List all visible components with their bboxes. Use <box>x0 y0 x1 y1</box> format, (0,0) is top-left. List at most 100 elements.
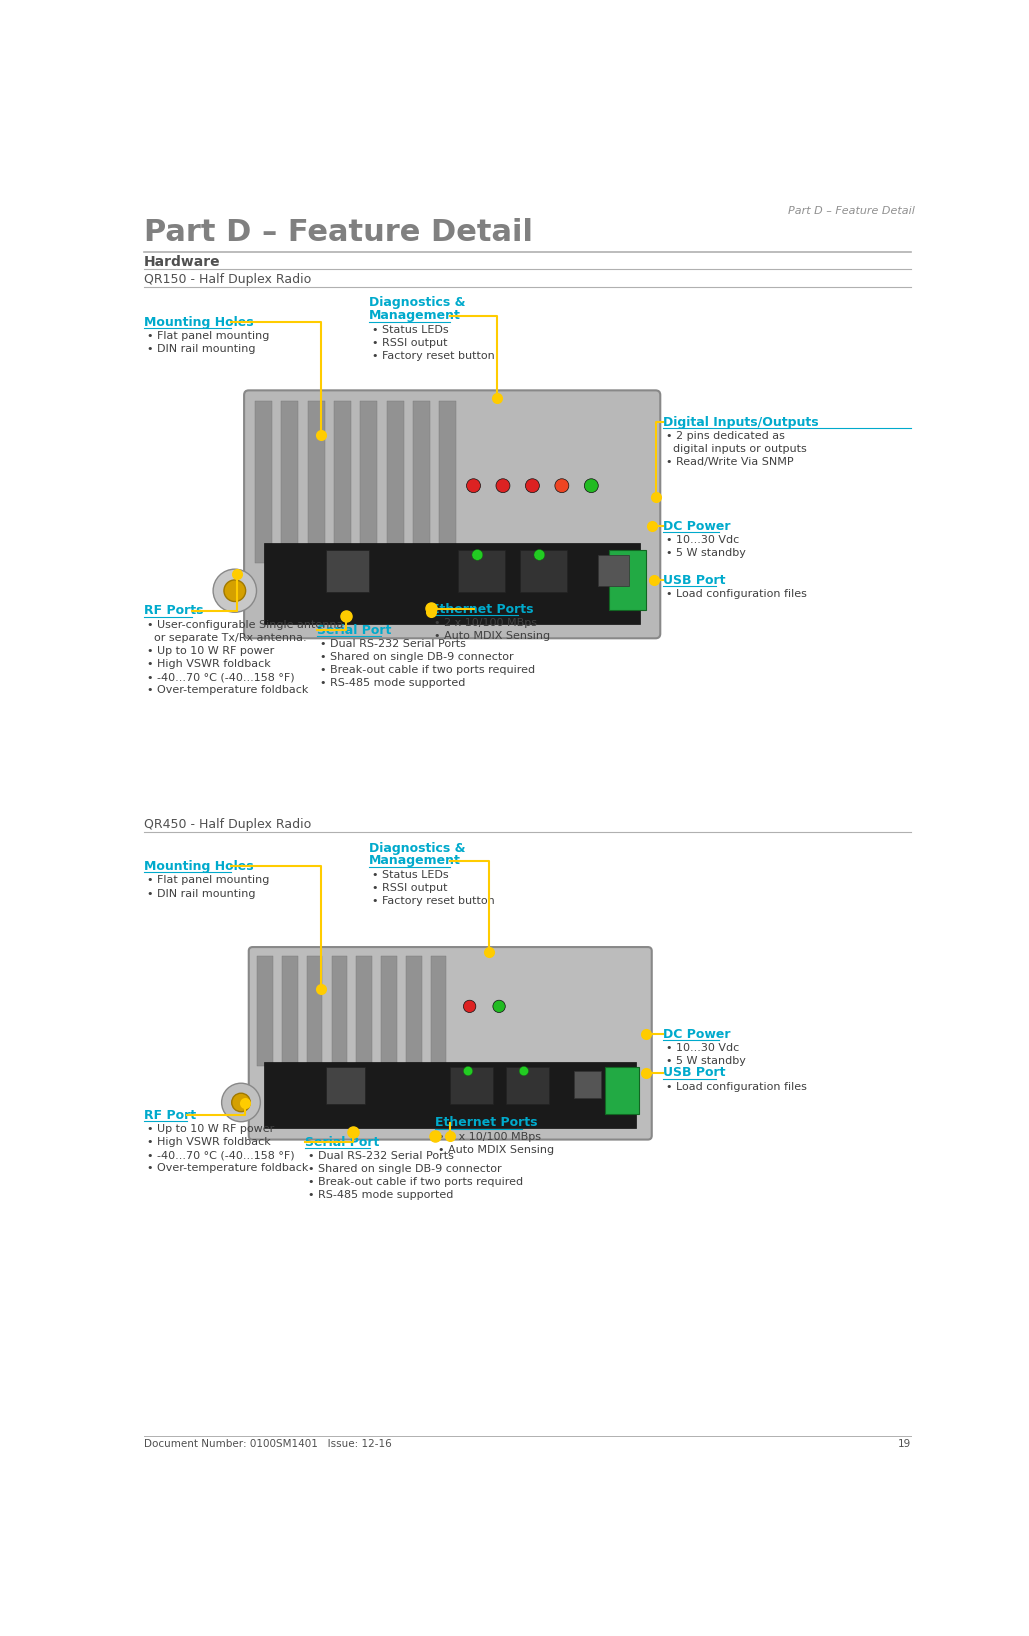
Text: • Status LEDs: • Status LEDs <box>371 326 449 335</box>
Text: Management: Management <box>368 854 461 867</box>
Text: Serial Port: Serial Port <box>317 623 391 636</box>
Circle shape <box>520 1067 529 1075</box>
Text: Management: Management <box>368 309 461 322</box>
Text: Hardware: Hardware <box>144 255 221 268</box>
Text: • 2 x 10/100 MBps: • 2 x 10/100 MBps <box>434 618 537 628</box>
Bar <box>605 1067 639 1114</box>
Text: • -40...70 °C (-40...158 °F): • -40...70 °C (-40...158 °F) <box>147 672 295 682</box>
Circle shape <box>534 550 544 560</box>
Text: • DIN rail mounting: • DIN rail mounting <box>147 888 256 898</box>
Text: • Factory reset button: • Factory reset button <box>371 352 495 362</box>
Text: • High VSWR foldback: • High VSWR foldback <box>147 1137 271 1147</box>
Circle shape <box>221 1083 260 1122</box>
Text: • 2 x 10/100 MBps: • 2 x 10/100 MBps <box>438 1132 541 1142</box>
Text: • Break-out cable if two ports required: • Break-out cable if two ports required <box>309 1178 524 1188</box>
Text: • 5 W standby: • 5 W standby <box>667 1057 746 1067</box>
Text: • -40...70 °C (-40...158 °F): • -40...70 °C (-40...158 °F) <box>147 1150 295 1160</box>
Bar <box>255 401 272 563</box>
Text: Serial Port: Serial Port <box>306 1135 380 1148</box>
Bar <box>458 550 504 592</box>
Text: • Up to 10 W RF power: • Up to 10 W RF power <box>147 646 275 656</box>
Text: Diagnostics &: Diagnostics & <box>368 841 465 854</box>
Text: • Status LEDs: • Status LEDs <box>371 870 449 880</box>
Text: • Up to 10 W RF power: • Up to 10 W RF power <box>147 1124 275 1134</box>
FancyBboxPatch shape <box>249 947 651 1140</box>
Circle shape <box>526 479 539 492</box>
Bar <box>451 1067 493 1104</box>
Bar <box>574 1072 601 1098</box>
Text: DC Power: DC Power <box>664 520 731 533</box>
Text: • Over-temperature foldback: • Over-temperature foldback <box>147 1163 309 1173</box>
Text: RF Ports: RF Ports <box>144 604 204 617</box>
Text: USB Port: USB Port <box>664 574 725 587</box>
Circle shape <box>213 569 256 612</box>
Text: • Dual RS-232 Serial Ports: • Dual RS-232 Serial Ports <box>320 640 466 649</box>
Text: Diagnostics &: Diagnostics & <box>368 296 465 309</box>
Bar <box>356 955 371 1067</box>
Text: • Load configuration files: • Load configuration files <box>667 589 808 599</box>
Bar <box>506 1067 548 1104</box>
Circle shape <box>493 1000 505 1013</box>
Text: • 10...30 Vdc: • 10...30 Vdc <box>667 535 740 545</box>
Bar <box>307 955 322 1067</box>
Text: • RS-485 mode supported: • RS-485 mode supported <box>320 679 465 689</box>
Text: USB Port: USB Port <box>664 1067 725 1080</box>
Text: • Auto MDIX Sensing: • Auto MDIX Sensing <box>438 1145 554 1155</box>
Text: • 10...30 Vdc: • 10...30 Vdc <box>667 1044 740 1054</box>
Bar <box>439 401 457 563</box>
Circle shape <box>466 479 481 492</box>
Bar <box>406 955 422 1067</box>
Text: Mounting Holes: Mounting Holes <box>144 316 254 329</box>
Text: • Factory reset button: • Factory reset button <box>371 897 495 906</box>
Bar <box>382 955 397 1067</box>
Text: • Break-out cable if two ports required: • Break-out cable if two ports required <box>320 666 535 676</box>
Text: 19: 19 <box>897 1440 911 1449</box>
Circle shape <box>232 1093 250 1112</box>
Circle shape <box>463 1067 472 1075</box>
Circle shape <box>496 479 510 492</box>
Bar <box>257 955 273 1067</box>
Text: • Dual RS-232 Serial Ports: • Dual RS-232 Serial Ports <box>309 1152 454 1162</box>
Text: • Load configuration files: • Load configuration files <box>667 1081 808 1091</box>
Text: RF Port: RF Port <box>144 1109 197 1122</box>
Bar <box>331 955 347 1067</box>
Bar <box>326 550 368 592</box>
Text: Ethernet Ports: Ethernet Ports <box>434 1116 537 1129</box>
Bar <box>281 401 298 563</box>
Bar <box>598 555 629 586</box>
Bar <box>308 401 325 563</box>
Bar <box>520 550 567 592</box>
Text: • User-configurable Single antenna: • User-configurable Single antenna <box>147 620 344 630</box>
Bar <box>282 955 297 1067</box>
Text: Digital Inputs/Outputs: Digital Inputs/Outputs <box>664 416 819 429</box>
Text: • RS-485 mode supported: • RS-485 mode supported <box>309 1191 454 1201</box>
Text: Part D – Feature Detail: Part D – Feature Detail <box>788 206 915 216</box>
Text: or separate Tx/Rx antenna.: or separate Tx/Rx antenna. <box>147 633 307 643</box>
Bar <box>334 401 351 563</box>
Text: • RSSI output: • RSSI output <box>371 883 448 893</box>
Text: QR150 - Half Duplex Radio: QR150 - Half Duplex Radio <box>144 273 312 286</box>
Bar <box>360 401 378 563</box>
Bar <box>431 955 447 1067</box>
Circle shape <box>463 1000 475 1013</box>
Text: QR450 - Half Duplex Radio: QR450 - Half Duplex Radio <box>144 818 312 831</box>
Text: digital inputs or outputs: digital inputs or outputs <box>667 445 807 455</box>
Text: Ethernet Ports: Ethernet Ports <box>431 604 533 615</box>
Text: Document Number: 0100SM1401   Issue: 12-16: Document Number: 0100SM1401 Issue: 12-16 <box>144 1440 392 1449</box>
Text: • 5 W standby: • 5 W standby <box>667 548 746 558</box>
Text: Mounting Holes: Mounting Holes <box>144 861 254 874</box>
Text: • Read/Write Via SNMP: • Read/Write Via SNMP <box>667 458 794 468</box>
Text: • RSSI output: • RSSI output <box>371 339 448 348</box>
Circle shape <box>555 479 569 492</box>
Text: • Over-temperature foldback: • Over-temperature foldback <box>147 685 309 695</box>
Bar <box>326 1067 365 1104</box>
Text: • Flat panel mounting: • Flat panel mounting <box>147 875 270 885</box>
FancyBboxPatch shape <box>244 391 661 638</box>
Text: DC Power: DC Power <box>664 1027 731 1040</box>
Bar <box>413 401 430 563</box>
Bar <box>264 543 640 623</box>
Circle shape <box>224 579 246 602</box>
Text: • DIN rail mounting: • DIN rail mounting <box>147 344 256 353</box>
Text: • Flat panel mounting: • Flat panel mounting <box>147 330 270 340</box>
Bar <box>264 1062 636 1129</box>
